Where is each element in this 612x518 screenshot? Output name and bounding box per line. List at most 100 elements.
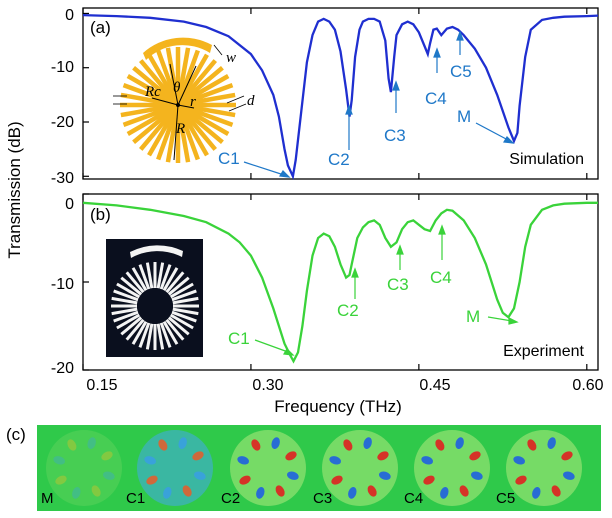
spokes-a-spoke bbox=[138, 117, 169, 151]
field-lobe bbox=[87, 437, 96, 450]
ytick-a-1: -10 bbox=[51, 59, 74, 76]
sample-photo bbox=[106, 239, 203, 357]
field-lobe bbox=[469, 451, 481, 461]
xtick-2: 0.45 bbox=[419, 377, 450, 394]
experiment-curve bbox=[82, 201, 598, 364]
field-lobe bbox=[158, 439, 168, 451]
spokes-a-spoke bbox=[120, 92, 161, 105]
spokes-a-spoke bbox=[194, 109, 234, 127]
structure-schematic: w θ Rc r d R bbox=[113, 37, 255, 163]
mode-label-c3: C3 bbox=[313, 490, 332, 507]
spokes-a-spoke bbox=[147, 53, 171, 91]
spokes-a-spoke bbox=[182, 49, 200, 89]
spokes-b-spoke bbox=[111, 296, 138, 305]
spokes-b-spoke bbox=[131, 320, 148, 345]
label-theta: θ bbox=[173, 80, 181, 96]
field-lobe bbox=[53, 456, 66, 465]
spokes-a-spoke bbox=[120, 105, 161, 118]
label-w: w bbox=[226, 50, 236, 66]
spokes-b-spoke bbox=[167, 316, 190, 336]
xtick-0: 0.15 bbox=[86, 377, 117, 394]
field-lobe bbox=[101, 451, 113, 461]
field-lobe bbox=[275, 485, 285, 497]
field-lobe bbox=[182, 485, 192, 497]
panel-a-label: (a) bbox=[90, 18, 111, 37]
field-lobe bbox=[532, 486, 541, 499]
field-lobe bbox=[144, 456, 157, 465]
field-lobe bbox=[435, 439, 445, 451]
spokes-b-spoke bbox=[116, 282, 141, 299]
ann-b-c3: C3 bbox=[387, 275, 409, 294]
field-lobe bbox=[67, 439, 77, 451]
annotations-b bbox=[254, 224, 519, 356]
panel-b-ticks bbox=[82, 193, 588, 371]
spoke-array bbox=[120, 47, 236, 163]
panel-b-label: (b) bbox=[90, 205, 111, 224]
spokes-b-spoke bbox=[116, 313, 141, 330]
field-lobe bbox=[459, 485, 469, 497]
simulation-curve bbox=[82, 13, 599, 181]
field-lobe bbox=[562, 471, 575, 480]
x-axis-label: Frequency (THz) bbox=[274, 397, 402, 416]
ytick-b-2: -20 bbox=[51, 360, 74, 377]
ann-b-m: M bbox=[466, 307, 480, 326]
spokes-a-spoke bbox=[190, 114, 224, 145]
spokes-b-spoke bbox=[169, 282, 194, 299]
field-lobe bbox=[102, 471, 115, 480]
y-axis-label: Transmission (dB) bbox=[5, 121, 24, 258]
xtick-3: 0.60 bbox=[572, 377, 603, 394]
spokes-a-spoke bbox=[182, 121, 200, 161]
field-lobe bbox=[237, 456, 250, 465]
field-lobe bbox=[513, 456, 526, 465]
field-map-disc bbox=[322, 430, 398, 506]
spokes-b-spoke bbox=[120, 276, 143, 296]
field-lobe bbox=[455, 437, 464, 450]
field-maps bbox=[46, 430, 582, 506]
spokes-a-spoke bbox=[178, 47, 191, 88]
field-lobe bbox=[547, 437, 556, 450]
mode-label-c4: C4 bbox=[404, 490, 423, 507]
field-map-disc bbox=[46, 430, 122, 506]
spokes-b-spoke bbox=[171, 310, 197, 323]
experiment-note: Experiment bbox=[503, 343, 584, 360]
ann-a-c1: C1 bbox=[218, 149, 240, 168]
ann-a-c3: C3 bbox=[384, 126, 406, 145]
spokes-a-spoke bbox=[187, 117, 218, 151]
spokes-b-spoke bbox=[156, 262, 165, 289]
spokes-b-spoke bbox=[167, 276, 190, 296]
field-map-disc bbox=[506, 430, 582, 506]
spokes-b-spoke bbox=[138, 322, 151, 348]
label-r: r bbox=[190, 94, 196, 110]
mode-label-c2: C2 bbox=[221, 490, 240, 507]
ytick-b-1: -10 bbox=[51, 276, 74, 293]
field-lobe bbox=[378, 471, 391, 480]
spokes-a-spoke bbox=[187, 59, 218, 93]
ann-b-c4: C4 bbox=[430, 268, 452, 287]
spokes-b-spoke bbox=[131, 267, 148, 292]
ann-b-c2: C2 bbox=[337, 301, 359, 320]
spokes-b-spoke bbox=[113, 289, 139, 302]
xtick-1: 0.30 bbox=[252, 377, 283, 394]
field-lobe bbox=[91, 485, 101, 497]
spokes-b-spoke bbox=[138, 264, 151, 290]
ann-a-c2: C2 bbox=[328, 150, 350, 169]
field-lobe bbox=[193, 471, 206, 480]
field-lobe bbox=[239, 475, 251, 485]
spokes-a-spoke bbox=[192, 74, 230, 98]
spokes-a-spoke bbox=[132, 114, 166, 145]
spokes-a-spoke bbox=[185, 53, 209, 91]
spokes-a-spoke bbox=[185, 119, 209, 157]
spokes-b-spoke bbox=[169, 313, 194, 330]
mode-label-m: M bbox=[41, 490, 54, 507]
field-lobe bbox=[440, 486, 449, 499]
top-arc-bar bbox=[143, 37, 212, 60]
field-map-disc bbox=[230, 430, 306, 506]
label-rc: Rc bbox=[144, 84, 161, 100]
field-lobe bbox=[256, 486, 265, 499]
field-lobe bbox=[470, 471, 483, 480]
field-lobe bbox=[286, 471, 299, 480]
annotations-a bbox=[243, 30, 515, 178]
field-lobe bbox=[377, 451, 389, 461]
ann-b-c1: C1 bbox=[228, 329, 250, 348]
